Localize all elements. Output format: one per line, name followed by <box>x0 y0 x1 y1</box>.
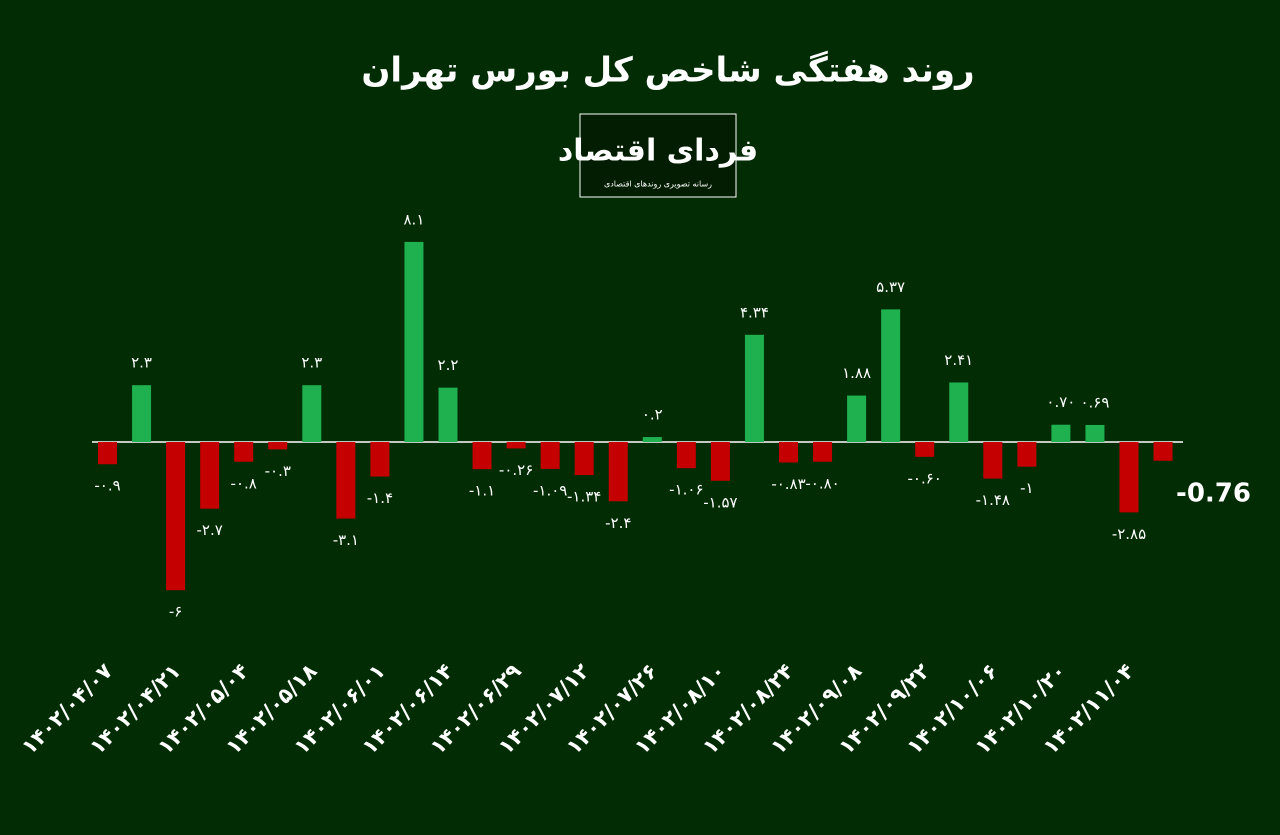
value-label: -۲.۷ <box>197 521 223 539</box>
bar <box>608 442 628 502</box>
value-label: ۲.۴۱ <box>944 351 973 369</box>
value-label: -0.76 <box>1176 479 1251 509</box>
bar <box>949 382 969 442</box>
value-label: -۰.۳ <box>265 462 291 480</box>
value-label: -۱.۵۷ <box>703 493 737 511</box>
value-label: -۰.۸ <box>231 474 257 492</box>
bar <box>1119 442 1139 513</box>
value-label: -۰.۹ <box>94 477 120 495</box>
logo-tagline: رسانه تصویری روندهای اقتصادی <box>604 180 712 189</box>
bar <box>200 442 220 509</box>
value-label: -۲.۴ <box>605 514 631 532</box>
bar <box>404 241 424 442</box>
value-label: ۸.۱ <box>404 210 425 228</box>
logo-box <box>579 113 737 198</box>
bar <box>336 442 356 519</box>
value-label: ۴.۳۴ <box>740 303 769 321</box>
bar <box>370 442 390 477</box>
value-label: ۵.۳۷ <box>876 278 905 296</box>
bar <box>472 442 492 470</box>
bar <box>1051 424 1071 442</box>
value-label: ۰.۷۰ <box>1046 393 1075 411</box>
value-label: -۱.۴۸ <box>976 491 1010 509</box>
bar <box>506 442 526 449</box>
bar <box>881 309 901 442</box>
bar <box>642 437 662 442</box>
bar <box>779 442 798 463</box>
value-label: -۱.۳۴ <box>567 488 601 506</box>
bar <box>540 442 560 469</box>
chart-title: روند هفتگی شاخص کل بورس تهران <box>361 51 974 91</box>
value-label: -۳.۱ <box>333 531 359 549</box>
bar <box>813 442 833 462</box>
value-label: ۲.۳ <box>301 354 322 372</box>
bar <box>268 442 288 450</box>
value-label: -۱.۰۹ <box>533 481 567 499</box>
value-label: -۰.۲۶ <box>499 461 533 479</box>
value-label: -۱.۰۶ <box>669 481 703 499</box>
bar <box>1017 442 1037 467</box>
bar <box>744 334 764 442</box>
bar <box>915 442 935 457</box>
value-label: ۲.۲ <box>438 356 459 374</box>
value-label: -۲.۸۵ <box>1112 525 1146 543</box>
bar <box>847 395 867 442</box>
value-label: ۰.۶۹ <box>1080 393 1109 411</box>
bar <box>676 442 696 469</box>
value-label: ۱.۸۸ <box>842 364 871 382</box>
value-label: -۱.۴ <box>367 489 393 507</box>
value-label: -۰.۸۰ <box>805 474 839 492</box>
value-label: -۶ <box>169 603 182 621</box>
value-label: -۰.۸۳ <box>771 475 805 493</box>
bar <box>132 385 152 442</box>
value-label: -۱ <box>1020 479 1033 497</box>
bar <box>438 387 458 442</box>
value-label: -۰.۶۰ <box>908 469 942 487</box>
value-label: ۲.۳ <box>131 354 152 372</box>
bar <box>234 442 254 462</box>
logo-name: فردای اقتصاد <box>558 134 758 169</box>
value-label: ۰.۲ <box>642 406 663 424</box>
bar <box>983 442 1003 479</box>
bar <box>166 442 186 591</box>
bar <box>574 442 594 476</box>
bar <box>1085 424 1105 442</box>
logo: فردای اقتصاد رسانه تصویری روندهای اقتصاد… <box>558 113 758 198</box>
value-label: -۱.۱ <box>469 482 495 500</box>
bar <box>302 385 322 442</box>
bar <box>710 442 730 481</box>
bar <box>98 442 117 465</box>
bar <box>1153 442 1173 461</box>
